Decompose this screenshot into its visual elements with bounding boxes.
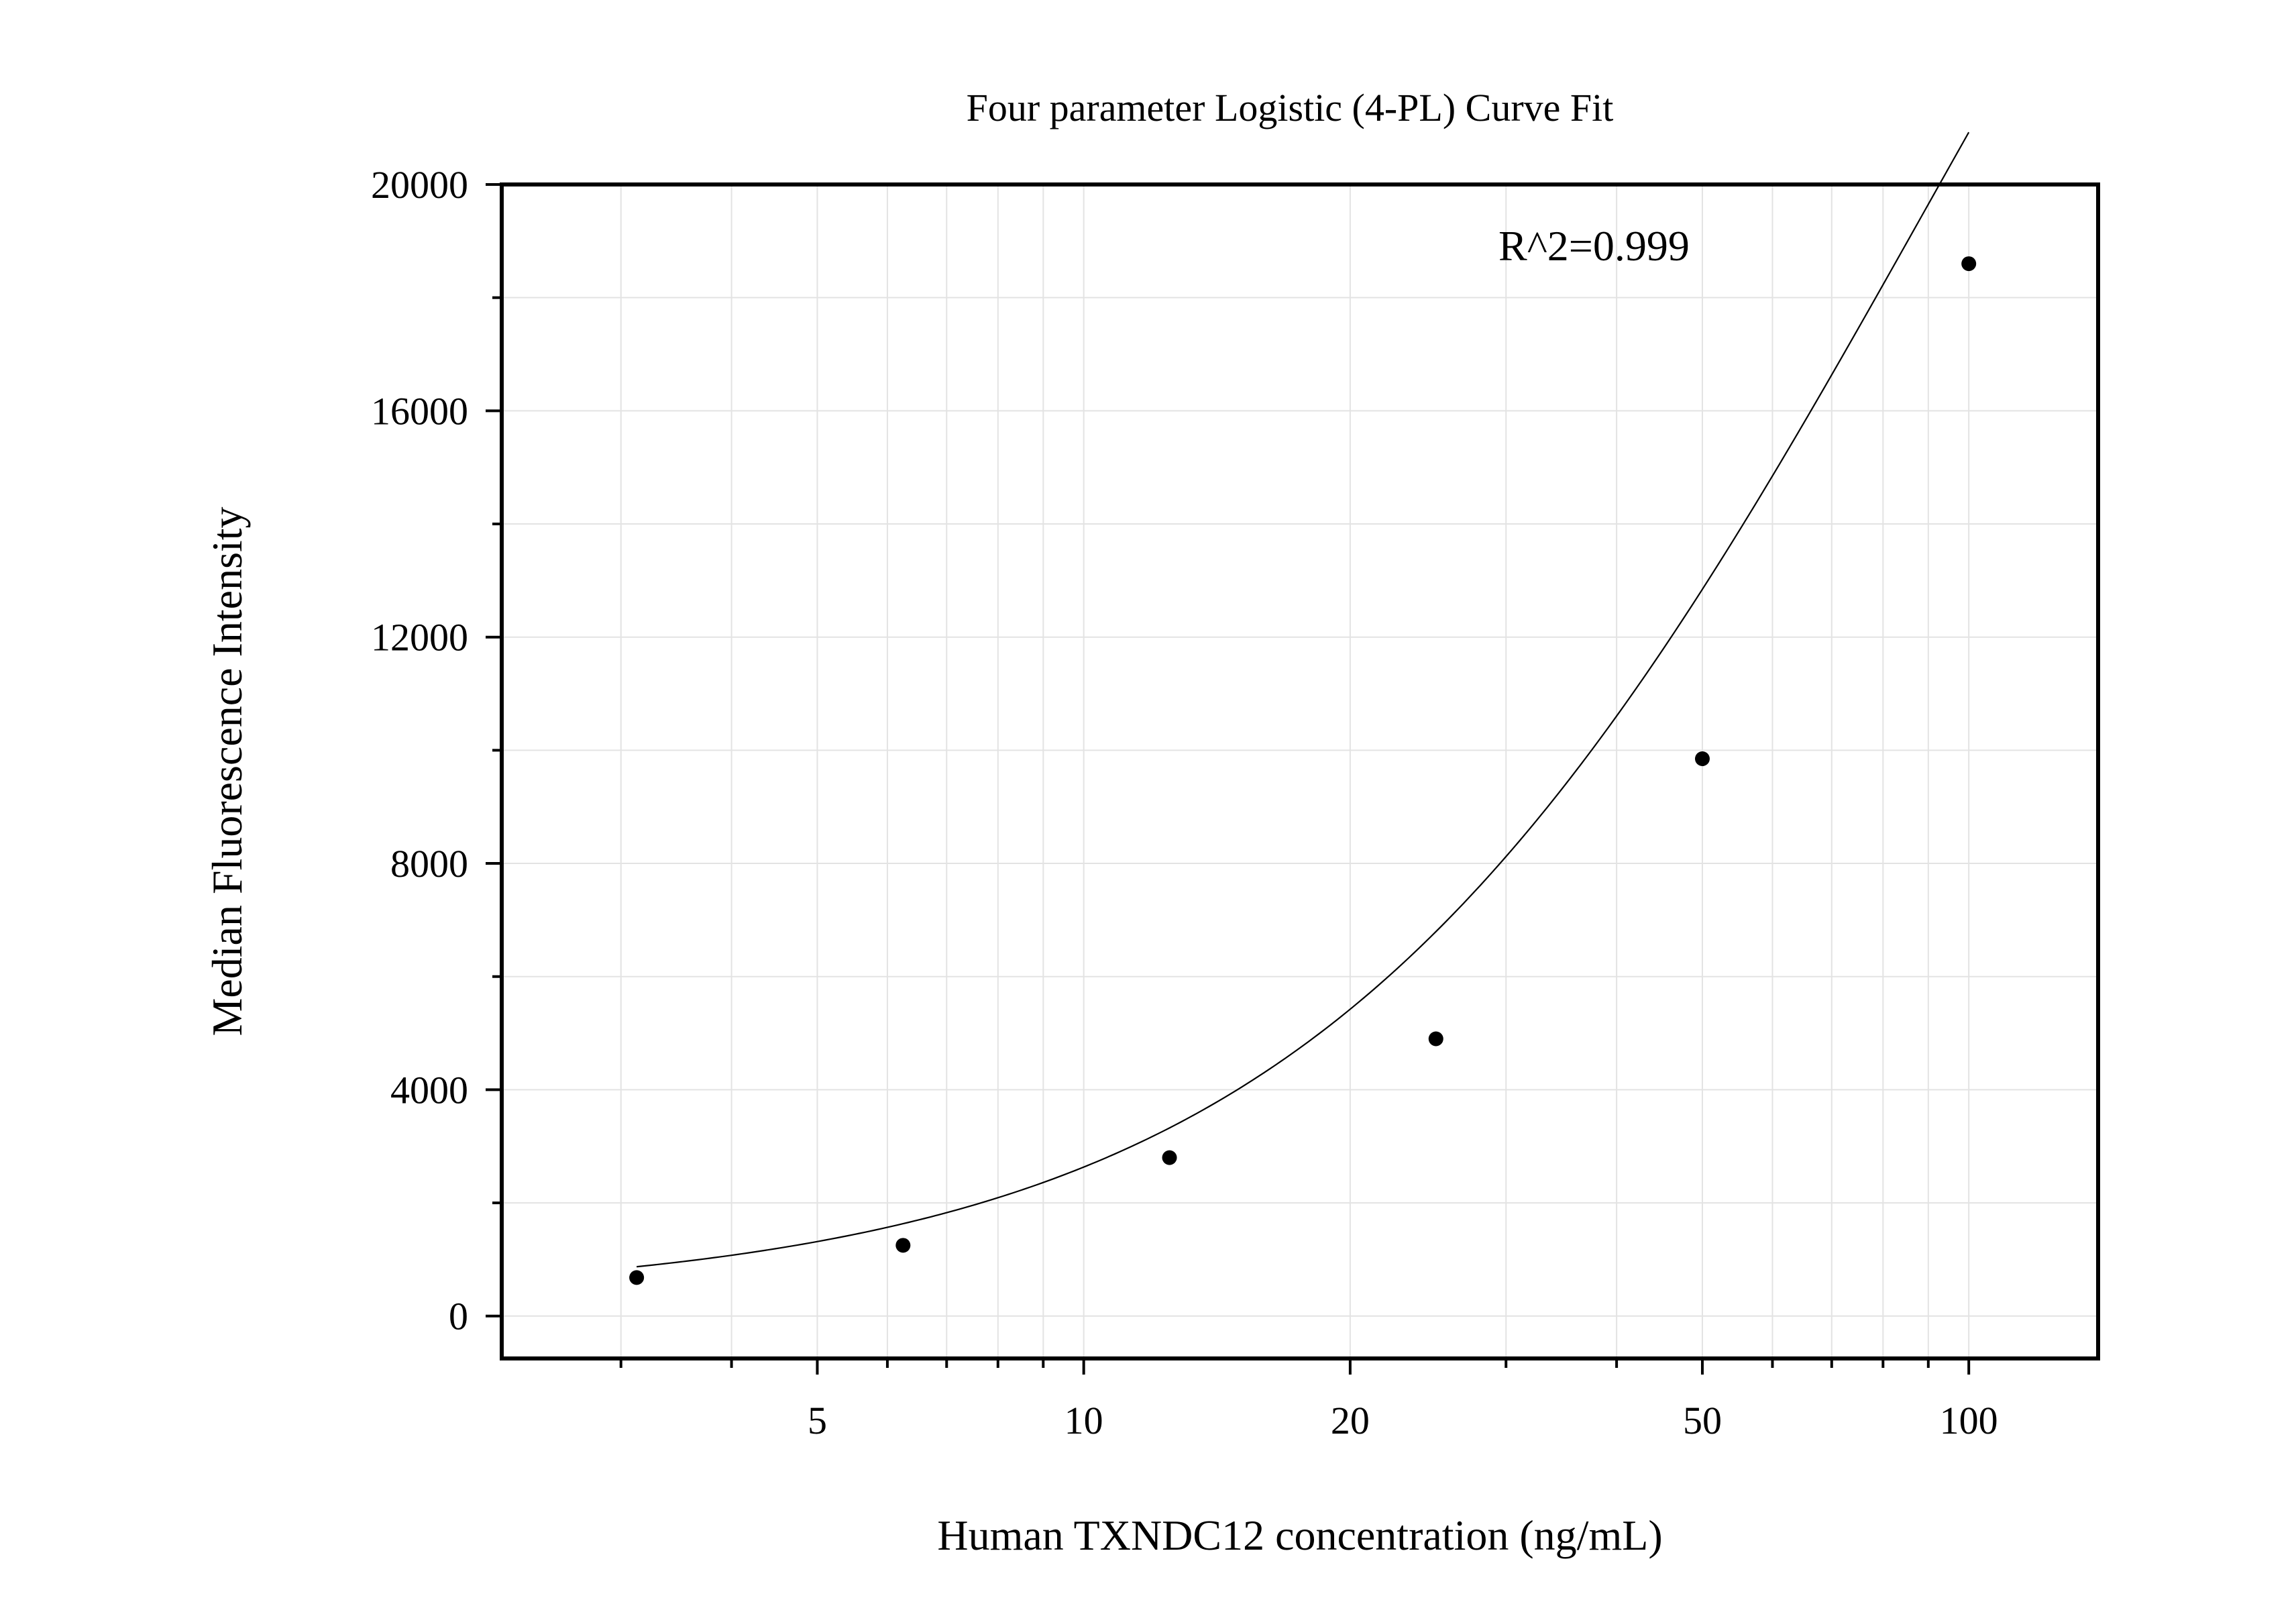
fit-curve-layer xyxy=(637,131,1970,1268)
y-tick-label: 16000 xyxy=(371,389,468,433)
fit-curve xyxy=(637,131,1970,1268)
data-point xyxy=(895,1238,911,1253)
grid xyxy=(502,184,2098,1358)
x-tick-label: 5 xyxy=(808,1399,827,1442)
data-point xyxy=(629,1270,645,1285)
y-axis-label: Median Fluorescence Intensity xyxy=(203,506,251,1036)
x-tick-label: 50 xyxy=(1683,1399,1722,1442)
plot-frame xyxy=(500,182,2100,1360)
y-tick-label: 4000 xyxy=(390,1068,468,1112)
axis-ticks xyxy=(486,183,1971,1375)
y-tick-label: 8000 xyxy=(390,842,468,886)
data-point xyxy=(1162,1150,1177,1165)
data-point xyxy=(1428,1031,1443,1047)
r-squared-annotation: R^2=0.999 xyxy=(1498,222,1690,270)
y-axis-tick-labels: 0 4000 8000 12000 16000 20000 xyxy=(371,163,468,1338)
data-points xyxy=(629,256,1977,1285)
y-tick-label: 20000 xyxy=(371,163,468,207)
x-tick-label: 10 xyxy=(1064,1399,1103,1442)
x-tick-label: 20 xyxy=(1331,1399,1370,1442)
y-tick-label: 12000 xyxy=(371,616,468,659)
data-point xyxy=(1694,751,1710,767)
x-axis-tick-labels: 5 10 20 50 100 xyxy=(808,1399,1998,1442)
y-tick-label: 0 xyxy=(449,1295,468,1338)
data-point xyxy=(1961,256,1977,272)
x-axis-label: Human TXNDC12 concentration (ng/mL) xyxy=(937,1511,1662,1559)
chart-title: Four parameter Logistic (4-PL) Curve Fit xyxy=(967,86,1614,129)
x-tick-label: 100 xyxy=(1940,1399,1998,1442)
